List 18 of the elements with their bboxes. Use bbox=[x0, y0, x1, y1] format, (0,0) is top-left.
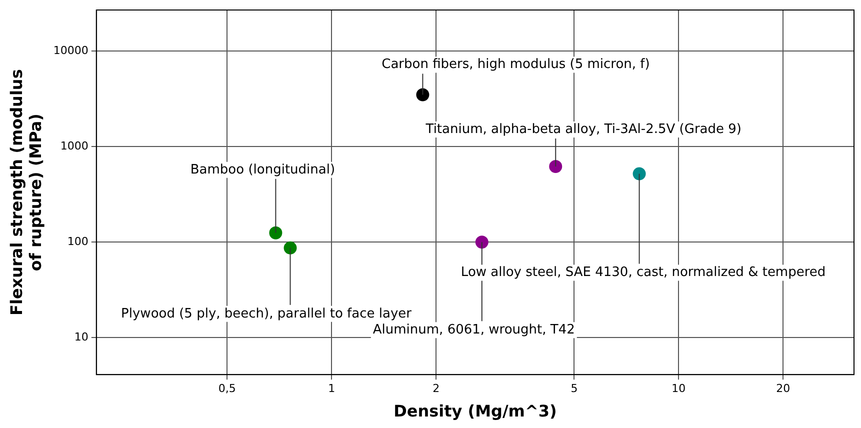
y-axis-title: Flexural strength (modulus of rupture) (MPa) bbox=[6, 69, 45, 316]
x-tick-label: 0,5 bbox=[218, 382, 236, 396]
x-tick-label: 5 bbox=[570, 382, 578, 396]
text: Bamboo (longitudinal) bbox=[190, 162, 336, 178]
x-tick-label: 1 bbox=[328, 382, 336, 396]
y-tick-label: 1000 bbox=[60, 140, 88, 153]
text: Aluminum, 6061, wrought, T42 bbox=[372, 322, 575, 338]
text: Titanium, alpha-beta alloy, Ti-3Al-2.5V (Grade 9) bbox=[424, 122, 742, 137]
x-axis-title: Density (Mg/m^3) bbox=[394, 402, 557, 421]
x-tick-label: 10 bbox=[672, 382, 686, 396]
y-tick-label: 10000 bbox=[53, 44, 88, 58]
y-tick-label: 100 bbox=[67, 235, 88, 248]
x-tick-label: 20 bbox=[776, 382, 790, 396]
x-tick-label: 2 bbox=[432, 382, 440, 396]
text: Plywood (5 ply, beech), parallel to face layer bbox=[121, 306, 412, 322]
text: Low alloy steel, SAE 4130, cast, normalized & tempered bbox=[460, 265, 826, 280]
text: Carbon fibers, high modulus (5 micron, f) bbox=[382, 57, 650, 72]
y-tick-label: 10 bbox=[74, 330, 88, 344]
